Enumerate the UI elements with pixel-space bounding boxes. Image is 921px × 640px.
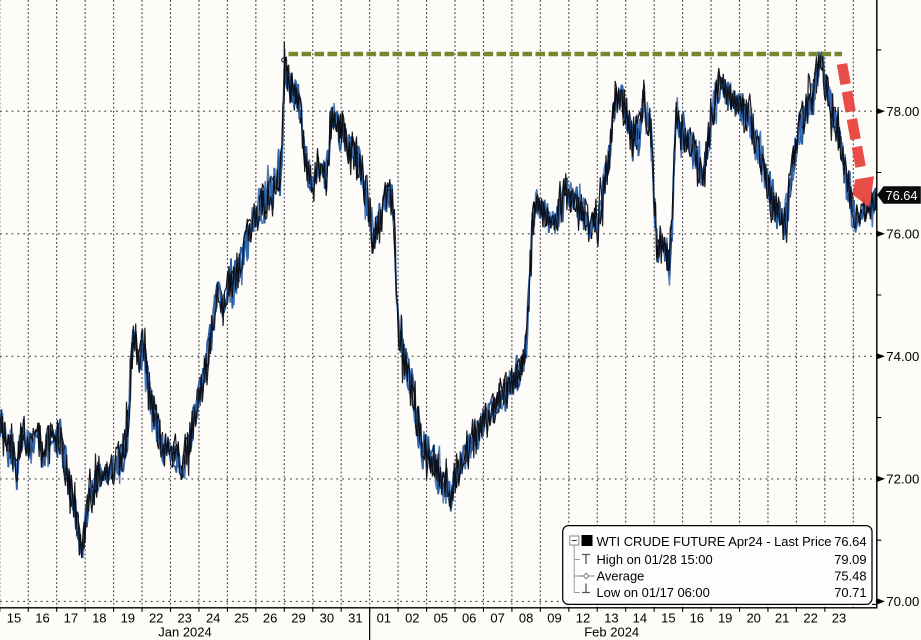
svg-text:05: 05	[434, 610, 448, 625]
svg-text:79.09: 79.09	[834, 552, 866, 567]
svg-text:14: 14	[633, 610, 647, 625]
svg-text:22: 22	[803, 610, 817, 625]
svg-text:70.00: 70.00	[886, 594, 919, 609]
svg-text:23: 23	[832, 610, 846, 625]
svg-text:31: 31	[348, 610, 362, 625]
svg-text:24: 24	[206, 610, 220, 625]
svg-text:76.64: 76.64	[834, 534, 866, 549]
svg-text:22: 22	[149, 610, 163, 625]
svg-text:Feb 2024: Feb 2024	[584, 625, 639, 640]
svg-text:19: 19	[121, 610, 135, 625]
svg-text:16: 16	[35, 610, 49, 625]
svg-text:76.00: 76.00	[886, 226, 919, 241]
svg-text:20: 20	[746, 610, 760, 625]
svg-text:70.71: 70.71	[834, 585, 866, 600]
svg-text:15: 15	[661, 610, 675, 625]
svg-text:12: 12	[576, 610, 590, 625]
svg-text:78.00: 78.00	[886, 104, 919, 119]
svg-text:72.00: 72.00	[886, 472, 919, 487]
svg-text:74.00: 74.00	[886, 349, 919, 364]
svg-text:25: 25	[234, 610, 248, 625]
svg-text:23: 23	[177, 610, 191, 625]
svg-text:18: 18	[92, 610, 106, 625]
svg-text:01: 01	[377, 610, 391, 625]
svg-text:30: 30	[320, 610, 334, 625]
svg-text:15: 15	[7, 610, 21, 625]
svg-text:High on 01/28 15:00: High on 01/28 15:00	[597, 552, 713, 567]
svg-text:76.64: 76.64	[886, 188, 918, 203]
svg-text:21: 21	[775, 610, 789, 625]
svg-text:02: 02	[405, 610, 419, 625]
svg-text:75.48: 75.48	[834, 569, 866, 584]
svg-text:08: 08	[519, 610, 533, 625]
svg-text:WTI CRUDE FUTURE Apr24 - Last: WTI CRUDE FUTURE Apr24 - Last Price	[597, 534, 832, 549]
svg-text:17: 17	[64, 610, 78, 625]
svg-text:16: 16	[690, 610, 704, 625]
svg-text:Average: Average	[597, 569, 645, 584]
svg-text:Low on 01/17 06:00: Low on 01/17 06:00	[597, 585, 710, 600]
svg-text:29: 29	[291, 610, 305, 625]
svg-text:09: 09	[547, 610, 561, 625]
svg-text:07: 07	[490, 610, 504, 625]
svg-text:13: 13	[604, 610, 618, 625]
svg-text:06: 06	[462, 610, 476, 625]
svg-text:19: 19	[718, 610, 732, 625]
svg-text:Jan 2024: Jan 2024	[158, 625, 212, 640]
svg-text:26: 26	[263, 610, 277, 625]
